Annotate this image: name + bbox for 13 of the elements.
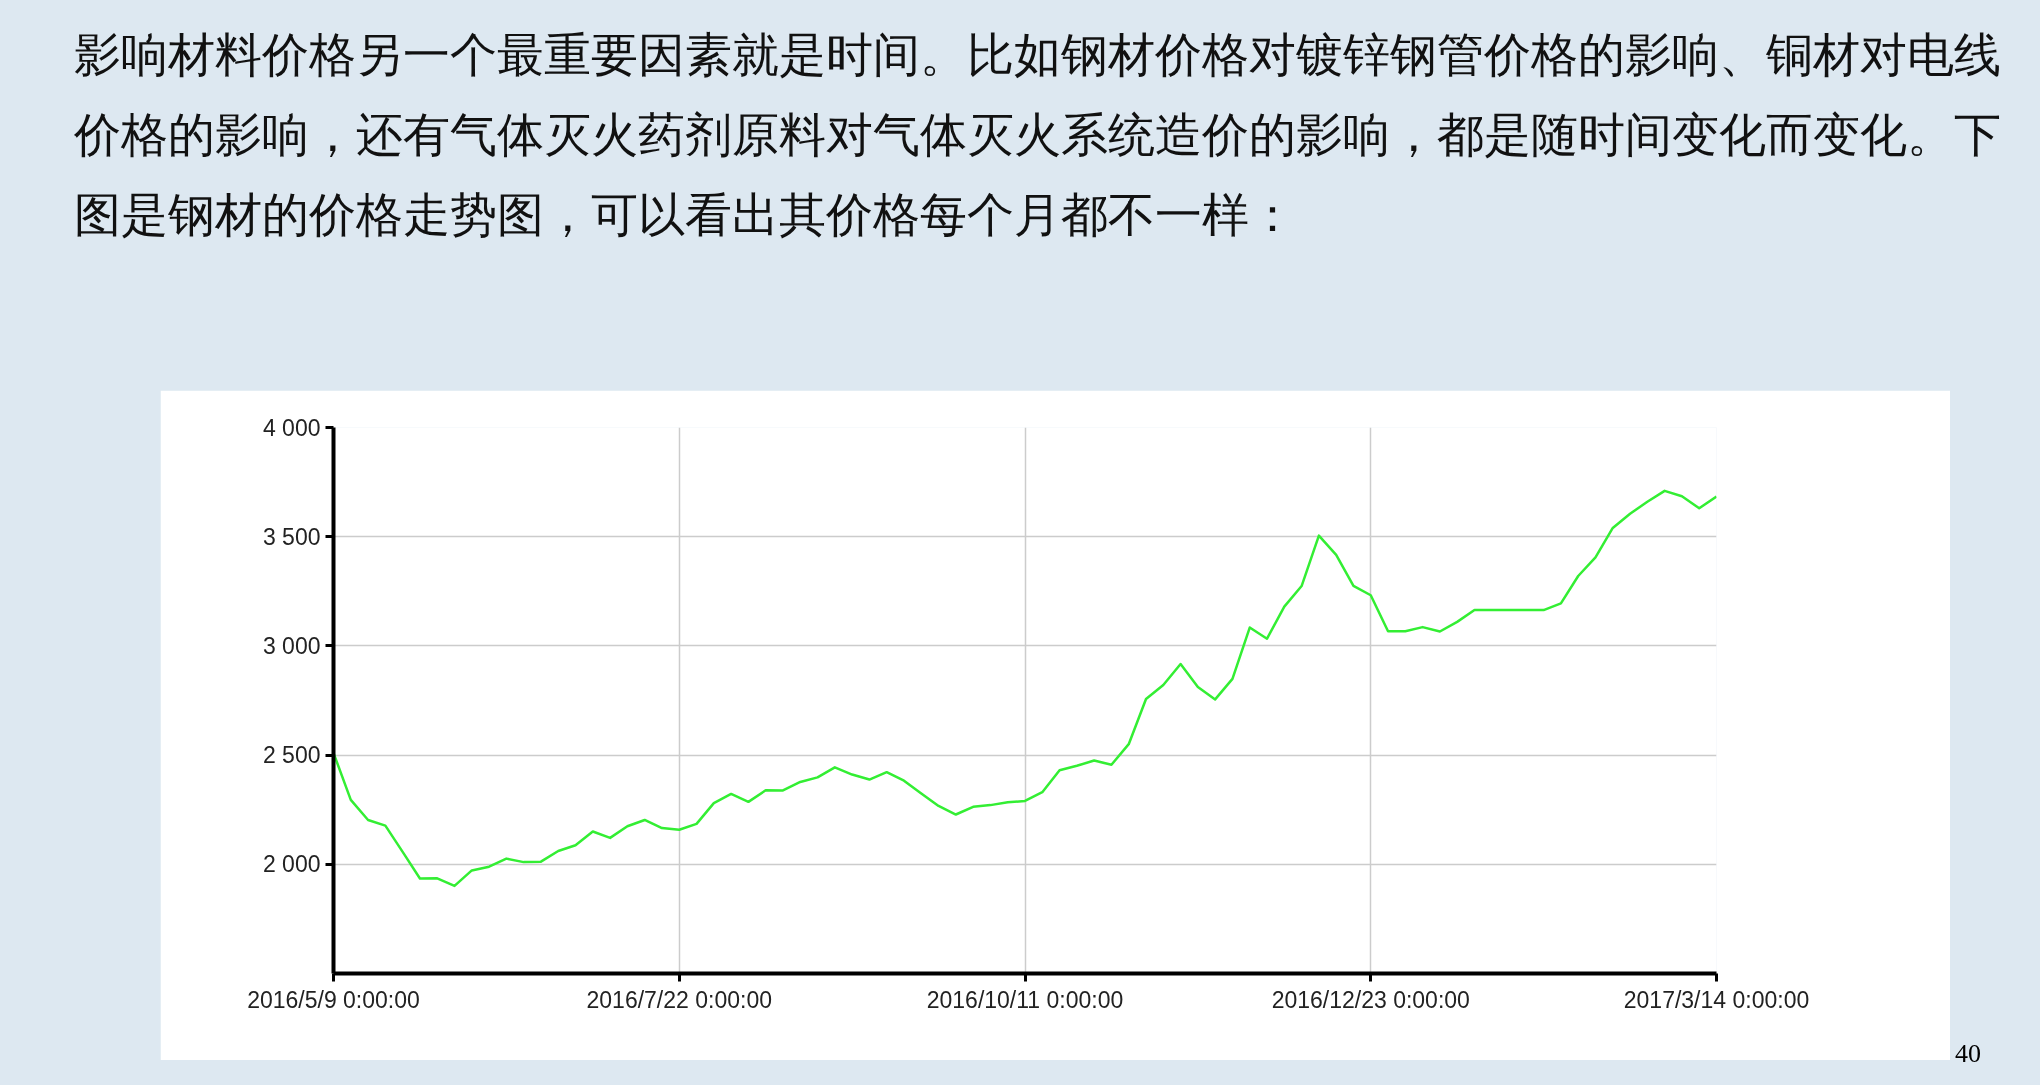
y-tick-label: 2 000 bbox=[262, 851, 321, 878]
y-tick-label: 3 000 bbox=[262, 632, 321, 659]
chart-title: 影响材料价格另一个最重要因素就是时间。比如钢材价格对镀锌钢管价格的影响、铜材对电线价格的影响，还有气体灭火药剂原料对气体灭火系统造价的影响，都是随时间变化而变化。下图是钢材的价格走势图，可以看出其价格每个月都不一样： bbox=[74, 28, 2002, 243]
line-series bbox=[333, 489, 1717, 888]
x-tick-label: 2016/10/11 0:00:00 bbox=[926, 986, 1124, 1013]
x-tick-label: 2016/12/23 0:00:00 bbox=[1271, 986, 1470, 1013]
x-tick-label: 2017/3/14 0:00:00 bbox=[1623, 986, 1810, 1013]
text: 40 bbox=[1955, 1038, 1981, 1070]
y-tick-label: 3 500 bbox=[262, 523, 321, 550]
x-tick-label: 2016/7/22 0:00:00 bbox=[586, 986, 772, 1013]
y-tick-label: 4 000 bbox=[262, 414, 321, 441]
x-tick-label: 2016/5/9 0:00:00 bbox=[247, 986, 420, 1013]
y-tick-label: 2 500 bbox=[262, 742, 321, 769]
